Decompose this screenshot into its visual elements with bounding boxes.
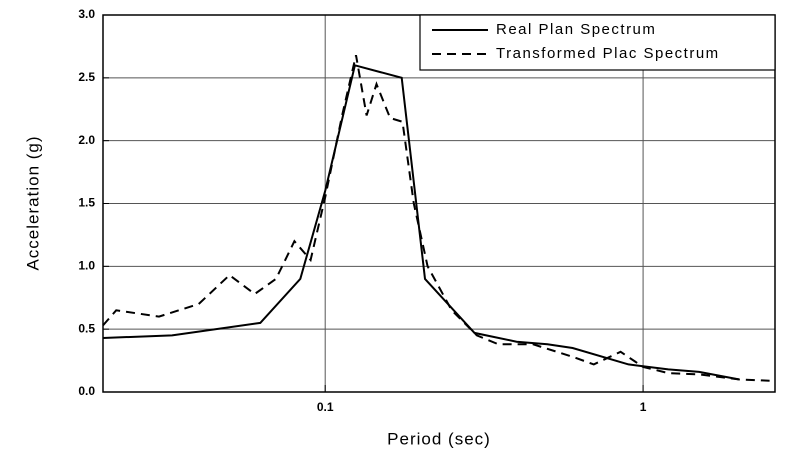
- y-tick-label: 2.0: [78, 133, 95, 147]
- y-tick-label: 2.5: [78, 70, 95, 84]
- y-tick-label: 1.0: [78, 259, 95, 273]
- legend-label: Transformed Plac Spectrum: [496, 45, 720, 62]
- legend-label: Real Plan Spectrum: [496, 21, 656, 38]
- y-tick-label: 3.0: [78, 7, 95, 21]
- y-tick-label: 0.0: [78, 384, 95, 398]
- series-line: [102, 54, 770, 382]
- y-tick-label: 1.5: [78, 196, 95, 210]
- y-tick-label: 0.5: [78, 321, 95, 335]
- x-tick-label: 0.1: [317, 400, 334, 414]
- x-tick-label: 1: [640, 400, 647, 414]
- legend-box: [419, 14, 776, 71]
- y-axis-label: Acceleration (g): [23, 135, 42, 270]
- x-axis-label: Period (sec): [387, 429, 491, 448]
